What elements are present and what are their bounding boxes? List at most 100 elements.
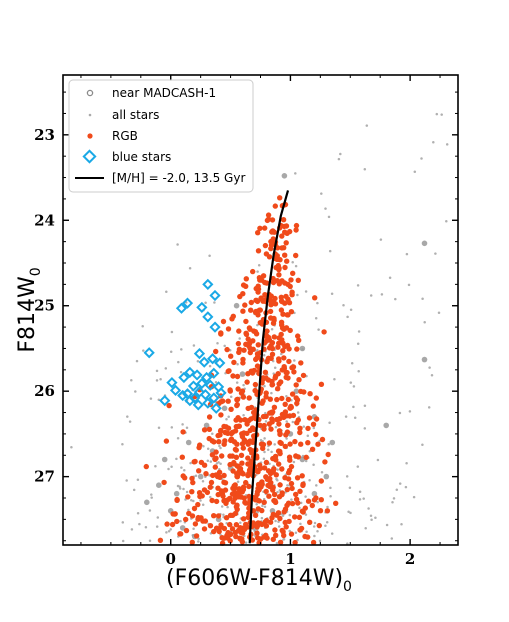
all-stars-point (182, 487, 185, 491)
rgb-point (275, 386, 281, 392)
rgb-point (216, 439, 222, 445)
rgb-point (242, 417, 248, 423)
rgb-point (201, 526, 208, 532)
all-stars-point (208, 364, 212, 368)
rgb-point (266, 254, 273, 260)
rgb-point (313, 395, 319, 401)
rgb-point (234, 402, 240, 409)
near-madcash-layer (144, 173, 428, 540)
rgb-point (313, 416, 320, 422)
rgb-point (277, 431, 283, 438)
all-stars-point (421, 297, 424, 300)
all-stars-point (209, 495, 212, 499)
rgb-point (305, 440, 311, 446)
rgb-point (259, 400, 265, 406)
blue-star-marker (192, 399, 204, 411)
rgb-point (224, 346, 230, 353)
rgb-point (270, 487, 276, 493)
rgb-point (198, 515, 204, 521)
all-stars-point (121, 539, 125, 543)
blue-star-marker (178, 371, 190, 384)
legend-label-isochrone: [M/H] = -2.0, 13.5 Gyr (112, 171, 245, 185)
all-stars-point (218, 444, 221, 448)
rgb-point (278, 307, 285, 313)
all-stars-point (276, 468, 279, 471)
rgb-point (287, 228, 293, 235)
all-stars-point (150, 493, 153, 496)
all-stars-point (329, 494, 332, 498)
y-tick-label: 23 (34, 126, 55, 144)
y-axis-title-main: F814W (15, 276, 40, 353)
all-stars-point (316, 530, 319, 533)
rgb-point (252, 387, 258, 394)
all-stars-point (273, 443, 276, 446)
x-axis-title-sub: 0 (343, 579, 352, 595)
rgb-point (271, 404, 278, 410)
rgb-point (189, 489, 195, 495)
rgb-point (255, 469, 261, 475)
rgb-point (189, 513, 196, 519)
all-stars-point (170, 426, 174, 429)
rgb-point (246, 395, 252, 401)
all-stars-point (176, 243, 179, 246)
all-stars-point (255, 502, 258, 506)
rgb-point (222, 480, 229, 486)
all-stars-point (134, 390, 137, 393)
rgb-point (232, 510, 239, 517)
rgb-point (231, 483, 237, 489)
all-stars-point (333, 378, 336, 381)
all-stars-point (348, 486, 352, 490)
rgb-point (289, 292, 295, 298)
all-stars-point (256, 323, 259, 327)
all-stars-point (202, 445, 205, 448)
rgb-point (233, 423, 239, 430)
rgb-point (263, 532, 269, 538)
all-stars-point (390, 537, 394, 540)
rgb-point (236, 349, 242, 356)
rgb-point (278, 298, 285, 304)
all-stars-point (209, 460, 213, 463)
all-stars-point (413, 170, 417, 173)
rgb-point (253, 297, 259, 303)
rgb-point (220, 398, 226, 404)
near-madcash-point (197, 473, 204, 480)
all-stars-point (170, 465, 173, 468)
all-stars-point (270, 391, 273, 395)
rgb-point (171, 511, 178, 517)
all-stars-point (428, 366, 431, 369)
rgb-point (255, 248, 262, 254)
rgb-point (268, 245, 274, 252)
rgb-point (276, 340, 282, 346)
all-stars-point (327, 443, 330, 446)
all-stars-point (262, 457, 266, 460)
rgb-point (245, 441, 251, 447)
rgb-point (276, 356, 282, 362)
rgb-point (276, 265, 282, 271)
all-stars-point (219, 446, 222, 450)
rgb-point (318, 497, 324, 503)
rgb-point (243, 318, 249, 325)
rgb-point (290, 412, 297, 419)
all-stars-point (349, 511, 352, 515)
rgb-point (206, 414, 213, 420)
near-madcash-point (293, 388, 300, 395)
blue-star-marker (198, 356, 210, 368)
blue-star-marker (169, 384, 182, 396)
all-stars-point (318, 539, 322, 543)
rgb-point (289, 500, 296, 507)
rgb-point (296, 337, 302, 343)
blue-star-marker (143, 347, 155, 359)
all-stars-point (121, 521, 125, 524)
blue-star-marker (214, 357, 226, 369)
all-stars-point (427, 406, 431, 409)
rgb-point (262, 242, 269, 249)
all-stars-point (320, 471, 324, 474)
rgb-point (295, 277, 301, 283)
all-stars-point (325, 521, 329, 524)
legend-box (68, 79, 254, 193)
near-madcash-point (173, 490, 180, 497)
rgb-point (177, 531, 183, 537)
rgb-point (287, 405, 293, 411)
all-stars-point (128, 420, 132, 423)
all-stars-point (220, 505, 224, 508)
